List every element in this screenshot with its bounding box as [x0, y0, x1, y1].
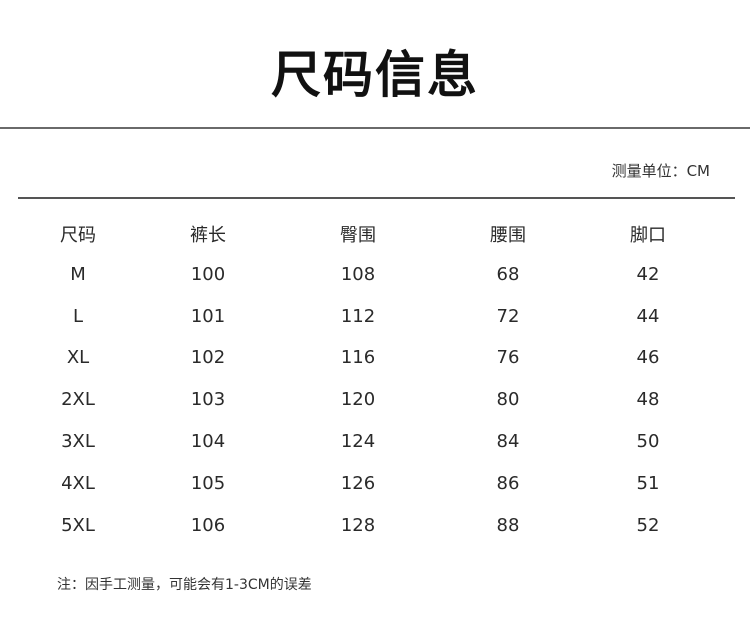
table-cell: 86	[496, 473, 520, 494]
table-cell: 50	[636, 431, 660, 452]
table-cell: 44	[636, 306, 660, 327]
table-cell: 4XL	[61, 473, 95, 494]
table-cell: 112	[340, 306, 376, 327]
table-row: 4XL 105 126 86 51	[0, 469, 750, 499]
table-row: 5XL 106 128 88 52	[0, 511, 750, 541]
table-cell: 105	[190, 473, 226, 494]
table-cell: 120	[340, 389, 376, 410]
table-cell: 100	[190, 264, 226, 285]
table-cell: 68	[496, 264, 520, 285]
table-cell: 46	[636, 347, 660, 368]
table-cell: 42	[636, 264, 660, 285]
table-cell: XL	[66, 347, 90, 368]
title-divider	[0, 127, 750, 129]
table-cell: M	[70, 264, 86, 285]
table-row: XL 102 116 76 46	[0, 343, 750, 373]
table-cell: 104	[190, 431, 226, 452]
table-cell: L	[72, 306, 84, 327]
table-cell: 48	[636, 389, 660, 410]
column-header: 脚口	[630, 225, 666, 246]
table-cell: 116	[340, 347, 376, 368]
table-cell: 5XL	[61, 515, 95, 536]
table-divider	[18, 197, 735, 199]
column-header: 裤长	[190, 225, 226, 246]
page-title: 尺码信息	[271, 46, 479, 104]
table-cell: 51	[636, 473, 660, 494]
table-row: M 100 108 68 42	[0, 260, 750, 290]
table-cell: 76	[496, 347, 520, 368]
table-cell: 106	[190, 515, 226, 536]
table-cell: 128	[340, 515, 376, 536]
table-cell: 84	[496, 431, 520, 452]
table-cell: 72	[496, 306, 520, 327]
table-cell: 101	[190, 306, 226, 327]
table-cell: 80	[496, 389, 520, 410]
table-cell: 108	[340, 264, 376, 285]
table-cell: 3XL	[61, 431, 95, 452]
table-header-row: 尺码 裤长 臀围 腰围 脚口	[0, 221, 750, 251]
table-cell: 124	[340, 431, 376, 452]
table-cell: 103	[190, 389, 226, 410]
column-header: 尺码	[60, 225, 96, 246]
table-cell: 102	[190, 347, 226, 368]
table-cell: 126	[340, 473, 376, 494]
column-header: 臀围	[340, 225, 376, 246]
table-cell: 2XL	[61, 389, 95, 410]
table-row: 3XL 104 124 84 50	[0, 427, 750, 457]
table-row: L 101 112 72 44	[0, 302, 750, 332]
table-row: 2XL 103 120 80 48	[0, 385, 750, 415]
table-cell: 52	[636, 515, 660, 536]
column-header: 腰围	[490, 225, 526, 246]
table-cell: 88	[496, 515, 520, 536]
unit-label: 测量单位：CM	[611, 162, 710, 180]
measurement-note: 注：因手工测量，可能会有1-3CM的误差	[57, 577, 312, 593]
